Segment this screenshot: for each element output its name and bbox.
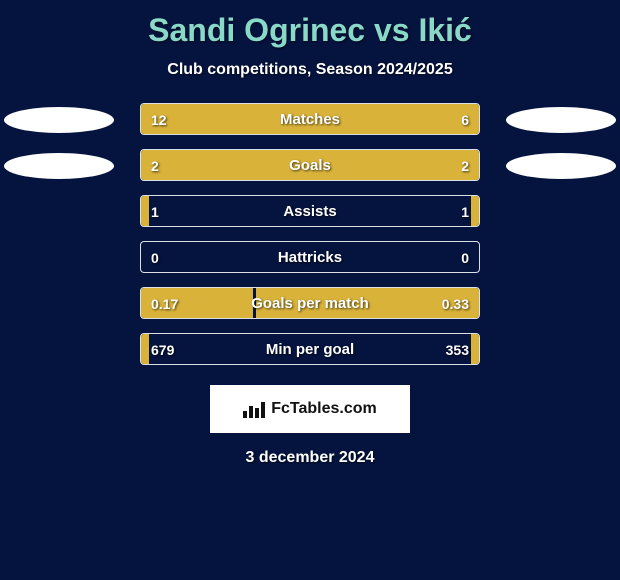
player-right-ellipse [506, 153, 616, 179]
stat-label: Min per goal [141, 334, 479, 365]
stat-bar-track: 0.170.33Goals per match [140, 287, 480, 319]
stat-label: Goals [141, 150, 479, 181]
stat-label: Goals per match [141, 288, 479, 319]
comparison-rows: 126Matches 22Goals 11Assists 00Hattricks 0.1… [0, 103, 620, 379]
player-right-ellipse [506, 107, 616, 133]
page-title: Sandi Ogrinec vs Ikić [0, 0, 620, 49]
chart-icon [243, 400, 265, 418]
attribution-text: FcTables.com [271, 400, 377, 418]
stat-row: 11Assists [0, 195, 620, 241]
subtitle: Club competitions, Season 2024/2025 [0, 61, 620, 79]
stat-label: Matches [141, 104, 479, 135]
stat-row: 22Goals [0, 149, 620, 195]
stat-row: 679353Min per goal [0, 333, 620, 379]
stat-bar-track: 00Hattricks [140, 241, 480, 273]
stat-row: 0.170.33Goals per match [0, 287, 620, 333]
stat-row: 00Hattricks [0, 241, 620, 287]
stat-bar-track: 11Assists [140, 195, 480, 227]
attribution: FcTables.com [210, 385, 410, 433]
stat-bar-track: 22Goals [140, 149, 480, 181]
stat-row: 126Matches [0, 103, 620, 149]
stat-label: Assists [141, 196, 479, 227]
player-left-ellipse [4, 107, 114, 133]
stat-label: Hattricks [141, 242, 479, 273]
stat-bar-track: 126Matches [140, 103, 480, 135]
stat-bar-track: 679353Min per goal [140, 333, 480, 365]
date-text: 3 december 2024 [0, 449, 620, 467]
player-left-ellipse [4, 153, 114, 179]
